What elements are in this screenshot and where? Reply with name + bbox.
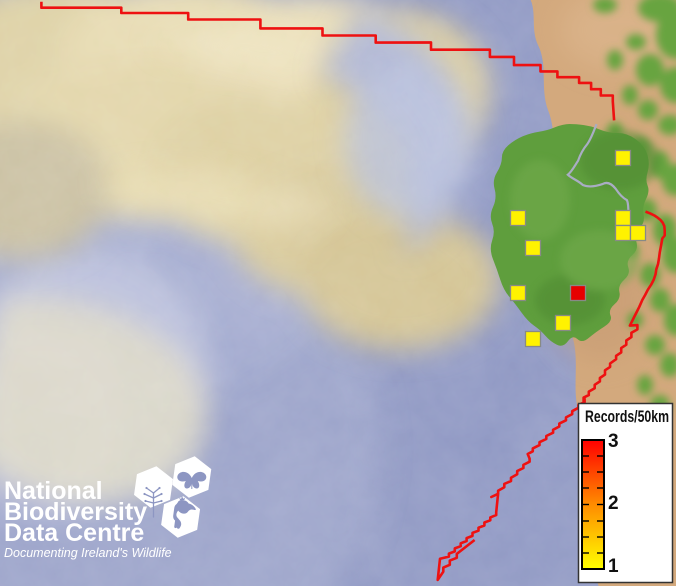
- svg-text:2: 2: [608, 493, 619, 514]
- svg-text:1: 1: [608, 556, 619, 577]
- svg-text:3: 3: [608, 431, 619, 452]
- svg-text:Records/50km: Records/50km: [585, 408, 669, 426]
